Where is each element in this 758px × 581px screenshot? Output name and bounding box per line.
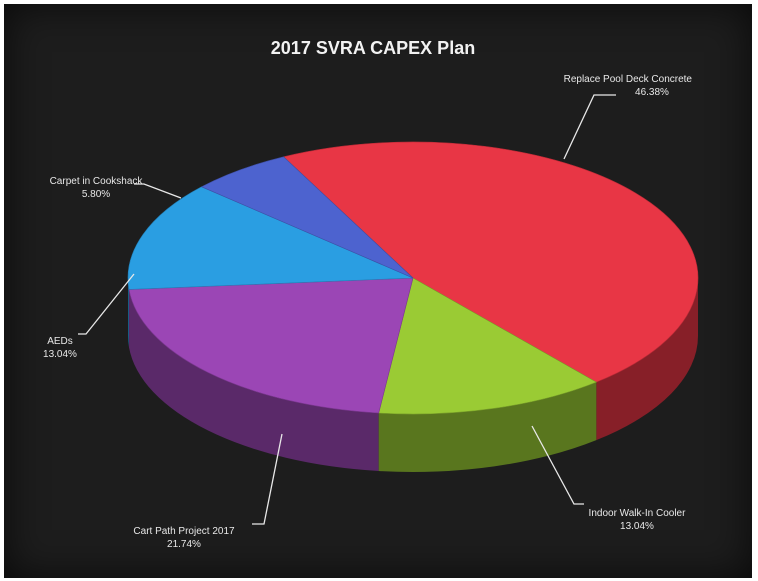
slice-label-2: Cart Path Project 2017 [133,526,235,537]
leader-line-3 [78,273,135,335]
pie-slice-2 [128,277,414,414]
pie-slice-4 [200,156,414,279]
slice-value-2: 21.74% [167,539,201,550]
pie-slice-0 [283,141,699,383]
pie-side-2 [129,289,379,472]
leader-line-1 [531,425,584,505]
slice-label-4: Carpet in Cookshack [50,176,144,187]
pie-side-0 [596,278,698,441]
pie-side-3 [128,278,130,348]
slice-value-4: 5.80% [82,189,110,200]
slice-label-1: Indoor Walk-In Cooler [589,508,687,519]
pie-slice-1 [378,277,598,415]
slice-label-3: AEDs [47,336,73,347]
leader-line-4 [134,183,182,199]
slice-value-3: 13.04% [43,349,77,360]
leader-line-2 [252,433,283,525]
pie-chart: 2017 SVRA CAPEX Plan Replace Pool Deck C… [43,38,699,550]
pie-side-1 [378,382,597,472]
leader-line-0 [563,94,616,160]
pie-slice-3 [127,186,414,290]
slice-value-1: 13.04% [620,521,654,532]
chart-frame: 2017 SVRA CAPEX Plan Replace Pool Deck C… [4,4,752,578]
chart-title: 2017 SVRA CAPEX Plan [271,38,475,58]
slice-label-0: Replace Pool Deck Concrete [564,74,693,85]
slice-value-0: 46.38% [635,87,669,98]
